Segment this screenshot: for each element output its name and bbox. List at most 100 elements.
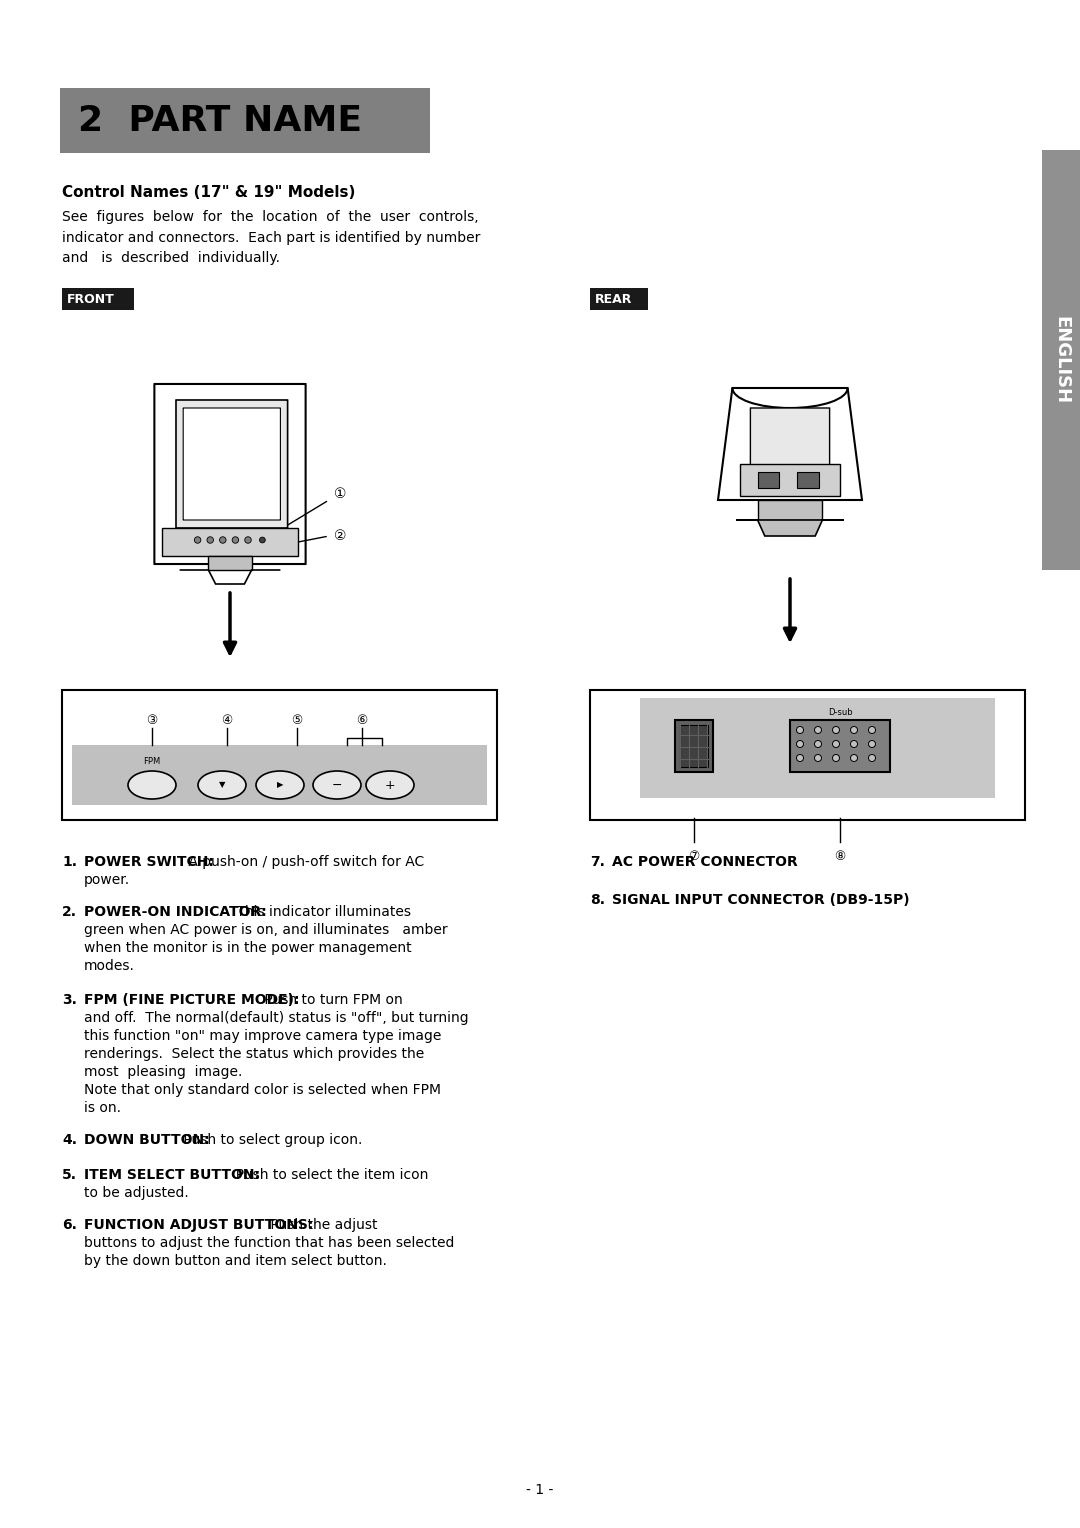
Bar — [60, 89, 430, 153]
Circle shape — [851, 726, 858, 733]
Text: This indicator illuminates: This indicator illuminates — [232, 905, 411, 918]
Text: Push to select group icon.: Push to select group icon. — [179, 1132, 363, 1148]
Circle shape — [868, 755, 876, 761]
Text: Control Names (17" & 19" Models): Control Names (17" & 19" Models) — [62, 185, 355, 200]
Text: REAR: REAR — [595, 292, 633, 306]
Text: buttons to adjust the function that has been selected: buttons to adjust the function that has … — [84, 1236, 455, 1250]
Text: FRONT: FRONT — [67, 292, 114, 306]
Polygon shape — [718, 388, 862, 500]
Text: 2  PART NAME: 2 PART NAME — [78, 104, 362, 138]
Ellipse shape — [313, 772, 361, 799]
Bar — [757, 500, 822, 520]
Text: D-sub: D-sub — [827, 707, 852, 717]
Ellipse shape — [256, 772, 303, 799]
Bar — [757, 472, 779, 487]
Text: Push to select the item icon: Push to select the item icon — [227, 1167, 429, 1183]
Text: −: − — [332, 778, 342, 792]
Bar — [1042, 150, 1080, 570]
Circle shape — [219, 536, 226, 544]
Text: ITEM SELECT BUTTON:: ITEM SELECT BUTTON: — [84, 1167, 260, 1183]
Bar — [789, 720, 890, 772]
FancyBboxPatch shape — [176, 400, 287, 529]
Text: renderings.  Select the status which provides the: renderings. Select the status which prov… — [84, 1047, 424, 1060]
Text: DOWN BUTTON:: DOWN BUTTON: — [84, 1132, 210, 1148]
Text: power.: power. — [84, 872, 130, 886]
Text: POWER SWITCH:: POWER SWITCH: — [84, 856, 214, 869]
Text: AC POWER CONNECTOR: AC POWER CONNECTOR — [612, 856, 798, 869]
Circle shape — [194, 536, 201, 544]
Circle shape — [797, 755, 804, 761]
Text: See  figures  below  for  the  location  of  the  user  controls,
indicator and : See figures below for the location of th… — [62, 209, 481, 266]
Text: POWER-ON INDICATOR:: POWER-ON INDICATOR: — [84, 905, 267, 918]
Text: 3.: 3. — [62, 993, 77, 1007]
Text: 6.: 6. — [62, 1218, 77, 1232]
Circle shape — [851, 755, 858, 761]
Ellipse shape — [129, 772, 176, 799]
FancyBboxPatch shape — [184, 408, 281, 520]
Text: this function "on" may improve camera type image: this function "on" may improve camera ty… — [84, 1028, 442, 1044]
Ellipse shape — [198, 772, 246, 799]
Text: green when AC power is on, and illuminates   amber: green when AC power is on, and illuminat… — [84, 923, 447, 937]
Bar — [740, 465, 840, 497]
Bar — [62, 287, 134, 310]
Text: modes.: modes. — [84, 960, 135, 973]
Circle shape — [868, 741, 876, 747]
Text: +: + — [384, 778, 395, 792]
Text: ②: ② — [335, 529, 347, 542]
Text: Push to turn FPM on: Push to turn FPM on — [260, 993, 403, 1007]
Text: ▼: ▼ — [219, 781, 226, 790]
Circle shape — [868, 726, 876, 733]
Bar — [590, 691, 1025, 821]
Bar — [680, 724, 708, 767]
Bar — [590, 287, 648, 310]
Circle shape — [245, 536, 252, 544]
Bar — [797, 472, 819, 487]
FancyBboxPatch shape — [154, 384, 306, 564]
Bar — [72, 746, 487, 805]
Text: ⑦: ⑦ — [688, 850, 700, 863]
Circle shape — [814, 755, 822, 761]
Text: when the monitor is in the power management: when the monitor is in the power managem… — [84, 941, 411, 955]
Bar — [208, 556, 252, 570]
Text: FPM (FINE PICTURE MODE):: FPM (FINE PICTURE MODE): — [84, 993, 299, 1007]
Text: 4.: 4. — [62, 1132, 77, 1148]
Text: ③: ③ — [147, 714, 158, 726]
Circle shape — [797, 726, 804, 733]
Text: 7.: 7. — [590, 856, 605, 869]
Text: 5.: 5. — [62, 1167, 77, 1183]
Text: SIGNAL INPUT CONNECTOR (DB9-15P): SIGNAL INPUT CONNECTOR (DB9-15P) — [612, 892, 909, 908]
Text: - 1 -: - 1 - — [526, 1484, 554, 1497]
Text: to be adjusted.: to be adjusted. — [84, 1186, 189, 1199]
Circle shape — [232, 536, 239, 544]
Bar — [640, 698, 995, 798]
Circle shape — [207, 536, 214, 544]
Bar — [675, 720, 713, 772]
Circle shape — [814, 741, 822, 747]
Circle shape — [833, 726, 839, 733]
Polygon shape — [735, 520, 843, 536]
Circle shape — [814, 726, 822, 733]
Bar — [162, 529, 298, 556]
Circle shape — [833, 755, 839, 761]
Text: FUNCTION ADJUST BUTTONS:: FUNCTION ADJUST BUTTONS: — [84, 1218, 313, 1232]
Text: and off.  The normal(default) status is "off", but turning: and off. The normal(default) status is "… — [84, 1012, 469, 1025]
Circle shape — [259, 538, 266, 542]
Circle shape — [797, 741, 804, 747]
Text: A push-on / push-off switch for AC: A push-on / push-off switch for AC — [184, 856, 424, 869]
Text: 1.: 1. — [62, 856, 77, 869]
Circle shape — [833, 741, 839, 747]
Text: ▶: ▶ — [276, 781, 283, 790]
Text: ⑤: ⑤ — [292, 714, 302, 726]
FancyBboxPatch shape — [751, 408, 829, 468]
Text: 8.: 8. — [590, 892, 605, 908]
Text: ⑥: ⑥ — [356, 714, 367, 726]
Ellipse shape — [366, 772, 414, 799]
Text: ENGLISH: ENGLISH — [1052, 316, 1070, 403]
Text: FPM: FPM — [144, 756, 161, 766]
Text: most  pleasing  image.: most pleasing image. — [84, 1065, 242, 1079]
Text: 2.: 2. — [62, 905, 77, 918]
Bar — [62, 691, 497, 821]
Text: Push the adjust: Push the adjust — [266, 1218, 378, 1232]
Circle shape — [851, 741, 858, 747]
Text: Note that only standard color is selected when FPM: Note that only standard color is selecte… — [84, 1083, 441, 1097]
